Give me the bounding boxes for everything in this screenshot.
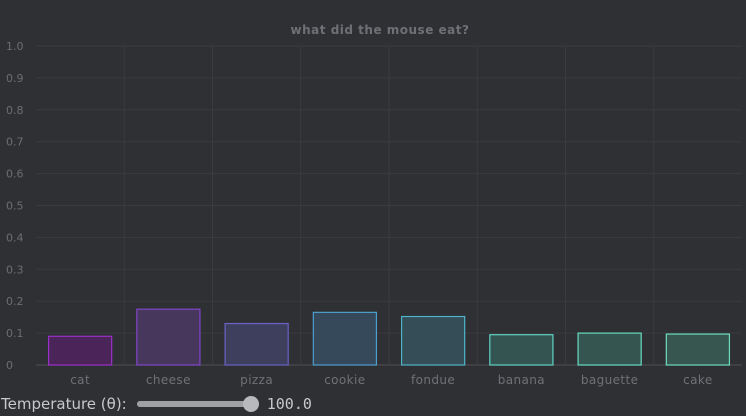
y-tick-label: 0.9 [6, 72, 24, 85]
x-tick-label-fondue: fondue [411, 373, 455, 387]
bar-cat [47, 335, 113, 366]
x-tick-label-pizza: pizza [240, 373, 273, 387]
x-tick-label-cheese: cheese [146, 373, 191, 387]
bar-cookie [312, 311, 378, 366]
slider-fill [136, 401, 251, 407]
x-axis-ticks: cat cheese pizza cookie fondue banana baguette… [70, 373, 712, 387]
bar-banana [489, 334, 554, 366]
x-tick-label-banana: banana [498, 373, 545, 387]
x-tick-label-cat: cat [70, 373, 90, 387]
y-tick-label: 1.0 [6, 40, 24, 53]
bar-chart: what did the mouse eat? 0 0.1 0.2 0.3 0.4 0.5… [6, 23, 742, 387]
y-tick-label: 0.6 [6, 168, 24, 181]
temperature-value: 100.0 [266, 395, 312, 413]
y-tick-label: 0.1 [6, 327, 24, 340]
temperature-control: Temperature (θ): 100.0 [0, 392, 746, 416]
y-tick-label: 0 [6, 359, 13, 372]
temperature-slider[interactable] [136, 396, 259, 412]
y-tick-label: 0.2 [6, 295, 24, 308]
y-tick-label: 0.7 [6, 136, 24, 149]
y-tick-label: 0.5 [6, 200, 24, 213]
bar-cake [665, 333, 731, 366]
x-tick-label-baguette: baguette [581, 373, 639, 387]
x-tick-label-cookie: cookie [324, 373, 365, 387]
chart-grid [36, 45, 742, 366]
y-tick-label: 0.8 [6, 104, 24, 117]
bar-cheese [136, 308, 201, 366]
bar-pizza [224, 322, 289, 366]
bar-baguette [577, 332, 642, 366]
slider-thumb[interactable] [242, 396, 259, 412]
y-tick-label: 0.3 [6, 263, 24, 276]
chart-bars [47, 308, 731, 366]
bar-fondue [400, 315, 466, 366]
y-axis-ticks: 0 0.1 0.2 0.3 0.4 0.5 0.6 0.7 0.8 0.9 1.0 [6, 40, 24, 372]
temperature-label: Temperature (θ): [1, 395, 127, 413]
y-tick-label: 0.4 [6, 231, 24, 244]
chart-title: what did the mouse eat? [291, 23, 470, 37]
x-tick-label-cake: cake [683, 373, 712, 387]
